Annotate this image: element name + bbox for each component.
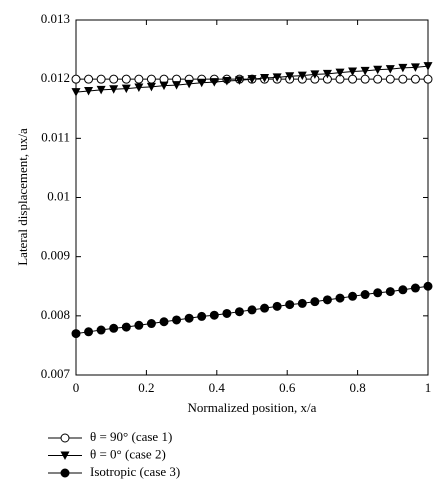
x-tick-label: 1: [425, 380, 432, 395]
data-point: [96, 325, 106, 335]
data-point: [385, 65, 395, 74]
data-point: [310, 297, 320, 307]
data-point: [360, 74, 370, 84]
data-point: [423, 281, 433, 291]
data-point: [423, 74, 433, 84]
data-point: [398, 63, 408, 73]
data-point: [335, 68, 345, 78]
data-point: [410, 63, 420, 72]
data-point: [423, 62, 433, 71]
data-point: [96, 85, 106, 95]
data-point: [159, 81, 169, 91]
data-point: [234, 307, 244, 317]
data-point: [322, 69, 332, 79]
data-point: [109, 74, 119, 84]
data-point: [335, 293, 345, 303]
data-point: [159, 317, 169, 327]
data-point: [109, 85, 119, 94]
data-point: [121, 74, 131, 84]
y-tick-label: 0.009: [41, 248, 70, 263]
data-point: [222, 308, 232, 318]
data-point: [184, 79, 194, 89]
legend-label: θ = 0° (case 2): [90, 446, 166, 461]
data-point: [260, 73, 270, 83]
data-point: [84, 74, 94, 84]
data-point: [146, 319, 156, 329]
data-point: [222, 76, 232, 86]
data-point: [121, 322, 131, 332]
data-point: [84, 327, 94, 337]
y-tick-label: 0.008: [41, 307, 70, 322]
data-point: [96, 74, 106, 84]
data-point: [134, 83, 144, 92]
data-point: [410, 283, 420, 293]
data-point: [373, 65, 383, 75]
legend-marker: [60, 433, 70, 443]
y-tick-label: 0.007: [41, 366, 71, 381]
legend-marker: [60, 451, 70, 460]
x-tick-label: 0: [73, 380, 80, 395]
data-point: [172, 315, 182, 325]
data-point: [285, 72, 295, 81]
data-point: [109, 323, 119, 333]
data-point: [297, 298, 307, 308]
data-point: [285, 300, 295, 310]
y-tick-label: 0.01: [47, 188, 70, 203]
data-point: [260, 303, 270, 313]
data-point: [71, 329, 81, 339]
legend-label: Isotropic (case 3): [90, 464, 180, 479]
data-point: [84, 87, 94, 96]
data-point: [234, 76, 244, 85]
data-point: [209, 78, 219, 87]
x-tick-label: 0.6: [279, 380, 296, 395]
y-axis-label: Lateral displacement, ux/a: [15, 128, 30, 266]
data-point: [360, 66, 370, 76]
data-point: [297, 71, 307, 81]
data-point: [121, 84, 131, 94]
data-point: [348, 74, 358, 84]
plot-frame: [75, 19, 429, 376]
data-point: [197, 311, 207, 321]
data-point: [146, 74, 156, 84]
data-point: [247, 305, 257, 315]
data-point: [385, 287, 395, 297]
data-point: [360, 290, 370, 300]
data-point: [184, 313, 194, 323]
data-point: [71, 88, 81, 97]
data-point: [134, 320, 144, 330]
data-point: [373, 74, 383, 84]
data-point: [197, 78, 207, 88]
data-point: [385, 74, 395, 84]
data-point: [247, 75, 257, 84]
data-point: [71, 74, 81, 84]
data-point: [272, 301, 282, 311]
x-tick-label: 0.4: [209, 380, 226, 395]
y-tick-label: 0.013: [41, 11, 70, 26]
y-tick-label: 0.011: [41, 129, 70, 144]
data-point: [322, 295, 332, 305]
legend-label: θ = 90° (case 1): [90, 429, 172, 444]
y-tick-label: 0.012: [41, 70, 70, 85]
data-point: [348, 291, 358, 301]
data-point: [410, 74, 420, 84]
data-point: [310, 70, 320, 79]
data-point: [134, 74, 144, 84]
data-point: [373, 288, 383, 298]
data-point: [272, 73, 282, 82]
data-point: [209, 310, 219, 320]
data-point: [146, 82, 156, 92]
x-tick-label: 0.8: [349, 380, 365, 395]
legend-marker: [60, 468, 70, 478]
x-tick-label: 0.2: [138, 380, 154, 395]
data-point: [398, 285, 408, 295]
data-point: [348, 67, 358, 76]
data-point: [398, 74, 408, 84]
data-point: [172, 81, 182, 90]
x-axis-label: Normalized position, x/a: [188, 400, 317, 415]
